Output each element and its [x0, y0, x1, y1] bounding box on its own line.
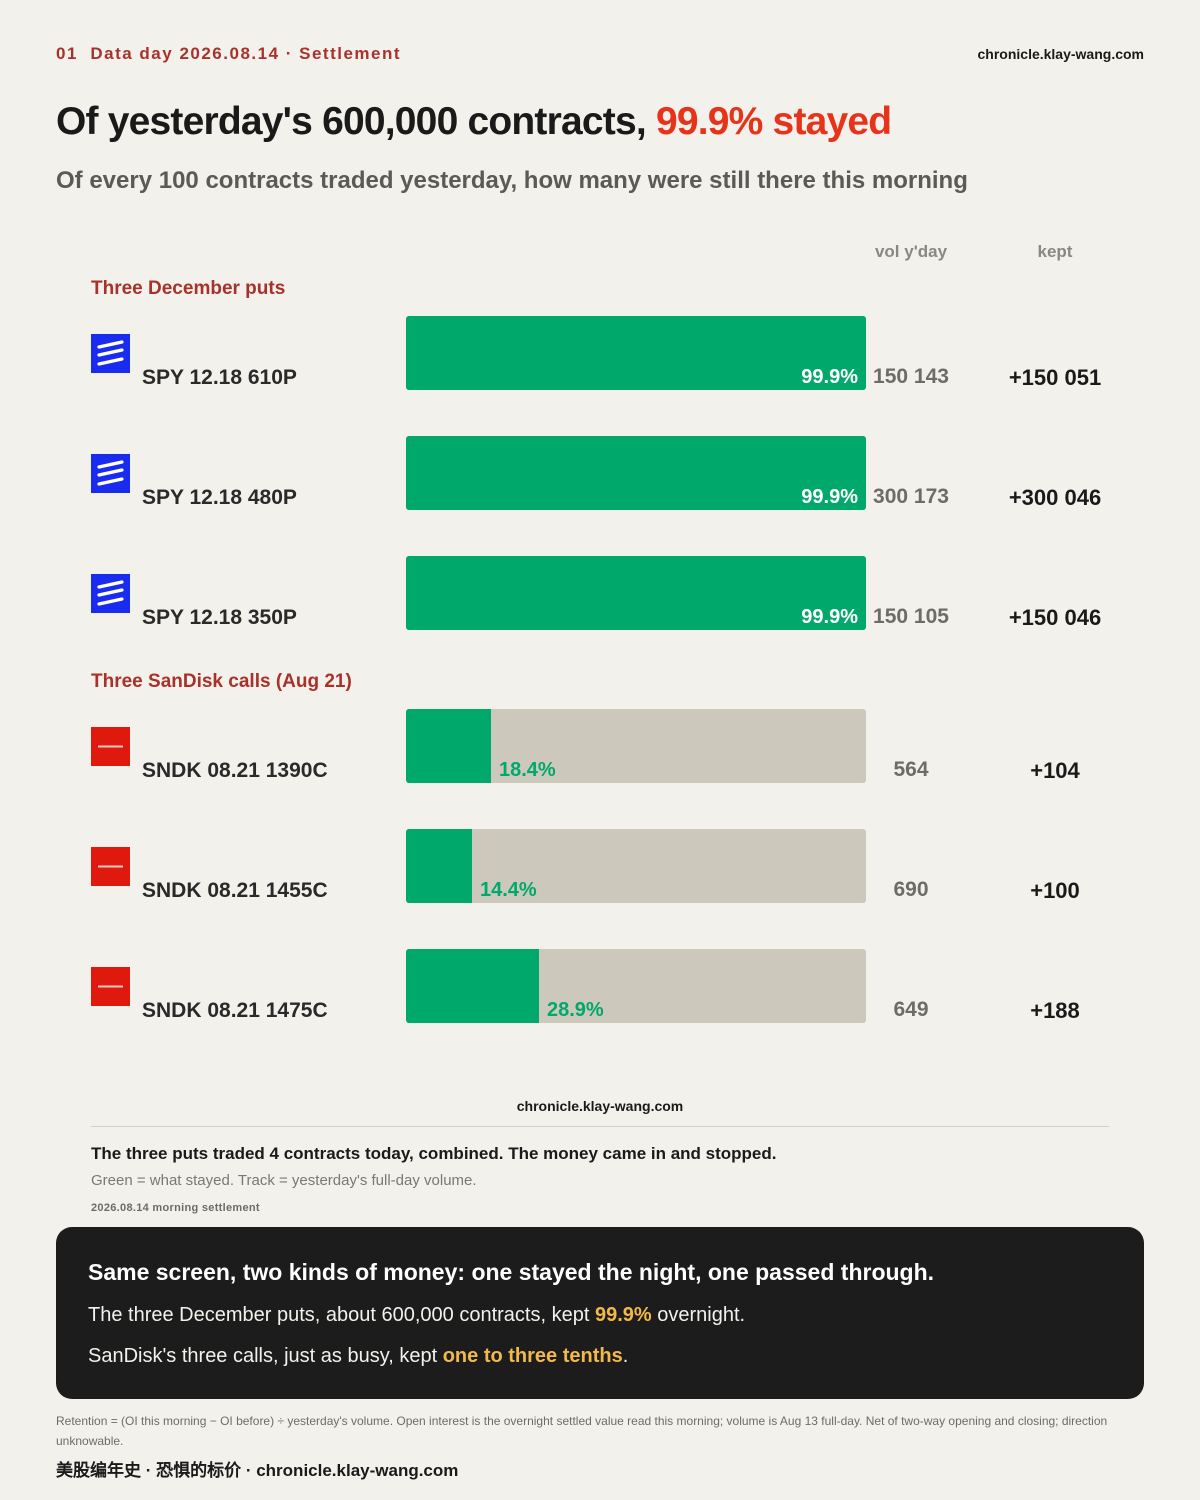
kept-value: +188 [1030, 998, 1080, 1023]
panel-title: Same screen, two kinds of money: one sta… [88, 1259, 935, 1285]
row-label: SNDK 08.21 1475C [142, 999, 328, 1022]
bar-track [406, 316, 866, 390]
vol-yday-value: 300 173 [873, 485, 949, 508]
panel-line1-end: overnight. [651, 1304, 746, 1326]
sandisk-logo-icon [91, 847, 130, 886]
bar-track [406, 556, 866, 630]
vol-yday-value: 150 143 [873, 365, 949, 388]
bar-pct-label: 99.9% [801, 606, 858, 628]
bar-pct-label: 99.9% [801, 486, 858, 508]
site-url-top[interactable]: chronicle.klay-wang.com [977, 46, 1145, 62]
headline-main: Of yesterday's 600,000 contracts, [56, 100, 656, 143]
divider [91, 1126, 1109, 1127]
spy-logo-icon [91, 574, 130, 613]
bar-track [406, 949, 866, 1023]
group-title: Three December puts [91, 278, 286, 299]
row-label: SPY 12.18 480P [142, 486, 297, 509]
sandisk-logo-icon [91, 967, 130, 1006]
panel-line2-end: . [622, 1345, 629, 1367]
bar-fill [406, 829, 472, 903]
panel-line1-highlight: 99.9% [594, 1304, 652, 1326]
bar-fill [406, 949, 539, 1023]
sandisk-logo-icon [91, 727, 130, 766]
panel-line2-highlight: one to three tenths [442, 1345, 623, 1367]
bar-pct-label: 14.4% [480, 879, 537, 901]
note-legend: Green = what stayed. Track = yesterday's… [91, 1172, 477, 1189]
column-header-kept: kept [1037, 242, 1073, 261]
panel-line-calls: SanDisk's three calls, just as busy, kep… [88, 1345, 628, 1368]
group-title: Three SanDisk calls (Aug 21) [91, 671, 352, 692]
row-label: SPY 12.18 350P [142, 606, 297, 629]
row-label: SNDK 08.21 1390C [142, 759, 328, 782]
row-label: SNDK 08.21 1455C [142, 879, 328, 902]
headline-accent: 99.9% stayed [655, 100, 892, 143]
bar-pct-label: 28.9% [547, 999, 604, 1021]
column-header-vol: vol y'day [874, 242, 948, 261]
headline: Of yesterday's 600,000 contracts, 99.9% … [56, 100, 892, 144]
bar-track [406, 709, 866, 783]
kept-value: +150 046 [1008, 605, 1102, 630]
vol-yday-value: 690 [893, 878, 929, 901]
kept-value: +150 051 [1008, 365, 1102, 390]
methodology-note: Retention = (OI this morning − OI before… [56, 1414, 1108, 1448]
kept-value: +300 046 [1008, 485, 1102, 510]
spy-logo-icon [91, 454, 130, 493]
bar-pct-label: 99.9% [801, 366, 858, 388]
panel-line2-text: SanDisk's three calls, just as busy, kep… [88, 1345, 443, 1367]
row-label: SPY 12.18 610P [142, 366, 297, 389]
bar-track [406, 436, 866, 510]
bar-track [406, 829, 866, 903]
footer-credit: 美股编年史 · 恐惧的标价 · chronicle.klay-wang.com [56, 1461, 459, 1480]
vol-yday-value: 150 105 [873, 605, 949, 628]
subtitle: Of every 100 contracts traded yesterday,… [56, 167, 968, 194]
vol-yday-value: 564 [893, 758, 929, 781]
kept-value: +100 [1030, 878, 1080, 903]
kept-value: +104 [1030, 758, 1080, 783]
note-summary: The three puts traded 4 contracts today,… [91, 1144, 777, 1163]
bar-fill [406, 556, 866, 630]
panel-line1-text: The three December puts, about 600,000 c… [88, 1304, 595, 1326]
vol-yday-value: 649 [893, 998, 929, 1021]
kicker: 01 Data day 2026.08.14 · Settlement [56, 44, 402, 63]
summary-panel: Same screen, two kinds of money: one sta… [56, 1227, 1144, 1399]
bar-fill [406, 436, 866, 510]
bar-fill [406, 709, 491, 783]
site-url-mid[interactable]: chronicle.klay-wang.com [516, 1098, 684, 1114]
bar-fill [406, 316, 866, 390]
bar-pct-label: 18.4% [499, 759, 556, 781]
spy-logo-icon [91, 334, 130, 373]
note-date: 2026.08.14 morning settlement [91, 1202, 260, 1214]
panel-line-puts: The three December puts, about 600,000 c… [88, 1304, 745, 1327]
